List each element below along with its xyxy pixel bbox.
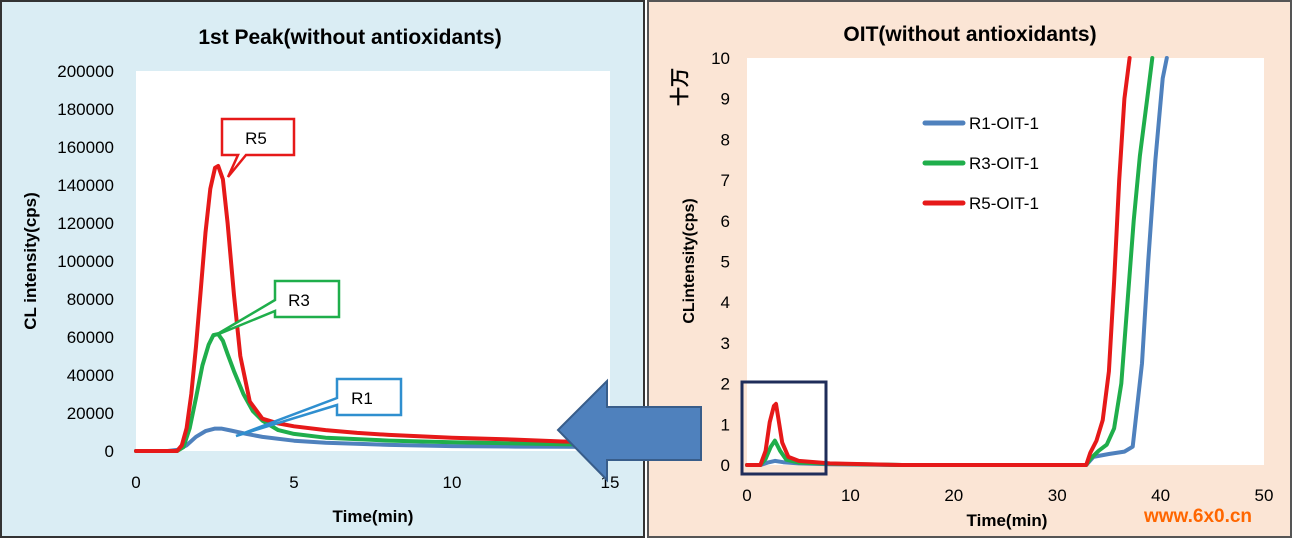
- y-tick-label: 120000: [57, 214, 114, 233]
- y-tick-label: 60000: [67, 328, 114, 347]
- y-tick-label: 140000: [57, 176, 114, 195]
- right-y-tick-labels: 0 1 2 3 4 5 6 7 8 9 10: [711, 49, 730, 475]
- callout-r1: R1: [235, 377, 403, 438]
- right-y-unit-label: 十万: [668, 68, 691, 106]
- x-tick-label: 0: [742, 486, 751, 505]
- callout-r1-label: R1: [351, 389, 373, 408]
- right-chart-title: OIT(without antioxidants): [843, 23, 1096, 46]
- y-tick-label: 7: [721, 171, 730, 190]
- right-x-axis-label: Time(min): [967, 511, 1048, 530]
- left-x-axis-label: Time(min): [333, 507, 414, 526]
- left-y-axis-label: CL intensity(cps): [21, 192, 40, 330]
- pointer-arrow: [556, 378, 702, 483]
- right-x-tick-labels: 0 10 20 30 40 50: [742, 486, 1273, 505]
- y-tick-label: 9: [721, 90, 730, 109]
- watermark: www.6x0.cn: [1143, 506, 1252, 527]
- y-tick-label: 180000: [57, 100, 114, 119]
- zoom-box: [740, 380, 828, 476]
- right-plot-area: [747, 58, 1264, 465]
- x-tick-label: 50: [1255, 486, 1274, 505]
- y-tick-label: 0: [105, 442, 114, 461]
- y-tick-label: 5: [721, 253, 730, 272]
- right-legend: R1-OIT-1 R3-OIT-1 R5-OIT-1: [922, 114, 1039, 213]
- y-tick-label: 20000: [67, 404, 114, 423]
- x-tick-label: 10: [443, 473, 462, 492]
- series-line-r3: [134, 332, 612, 453]
- x-tick-label: 5: [289, 473, 298, 492]
- x-tick-label: 0: [131, 473, 140, 492]
- callout-r5-label: R5: [245, 129, 267, 148]
- left-y-tick-labels: 0 20000 40000 60000 80000 100000 120000 140000 1…: [57, 62, 114, 461]
- x-tick-label: 30: [1048, 486, 1067, 505]
- x-tick-label: 10: [841, 486, 860, 505]
- y-tick-label: 8: [721, 130, 730, 149]
- y-tick-label: 10: [711, 49, 730, 68]
- y-tick-label: 6: [721, 212, 730, 231]
- y-tick-label: 40000: [67, 366, 114, 385]
- left-series-lines: [134, 164, 612, 453]
- callout-r3: R3: [213, 279, 341, 338]
- x-tick-label: 40: [1151, 486, 1170, 505]
- y-tick-label: 0: [721, 456, 730, 475]
- y-tick-label: 160000: [57, 138, 114, 157]
- y-tick-label: 200000: [57, 62, 114, 81]
- y-tick-label: 1: [721, 415, 730, 434]
- right-y-axis-label: CLintensity(cps): [681, 198, 698, 323]
- right-series-lines: [745, 56, 1169, 467]
- y-tick-label: 2: [721, 375, 730, 394]
- series-line-r5-oit-1: [745, 56, 1132, 467]
- y-tick-label: 3: [721, 334, 730, 353]
- legend-label-r5-oit-1: R5-OIT-1: [969, 194, 1039, 213]
- y-tick-label: 4: [721, 293, 730, 312]
- y-tick-label: 100000: [57, 252, 114, 271]
- legend-label-r3-oit-1: R3-OIT-1: [969, 154, 1039, 173]
- callout-r5: R5: [220, 117, 296, 178]
- legend-label-r1-oit-1: R1-OIT-1: [969, 114, 1039, 133]
- callout-r3-label: R3: [288, 291, 310, 310]
- left-chart-title: 1st Peak(without antioxidants): [198, 26, 501, 49]
- series-line-r5: [134, 164, 612, 453]
- y-tick-label: 80000: [67, 290, 114, 309]
- x-tick-label: 20: [944, 486, 963, 505]
